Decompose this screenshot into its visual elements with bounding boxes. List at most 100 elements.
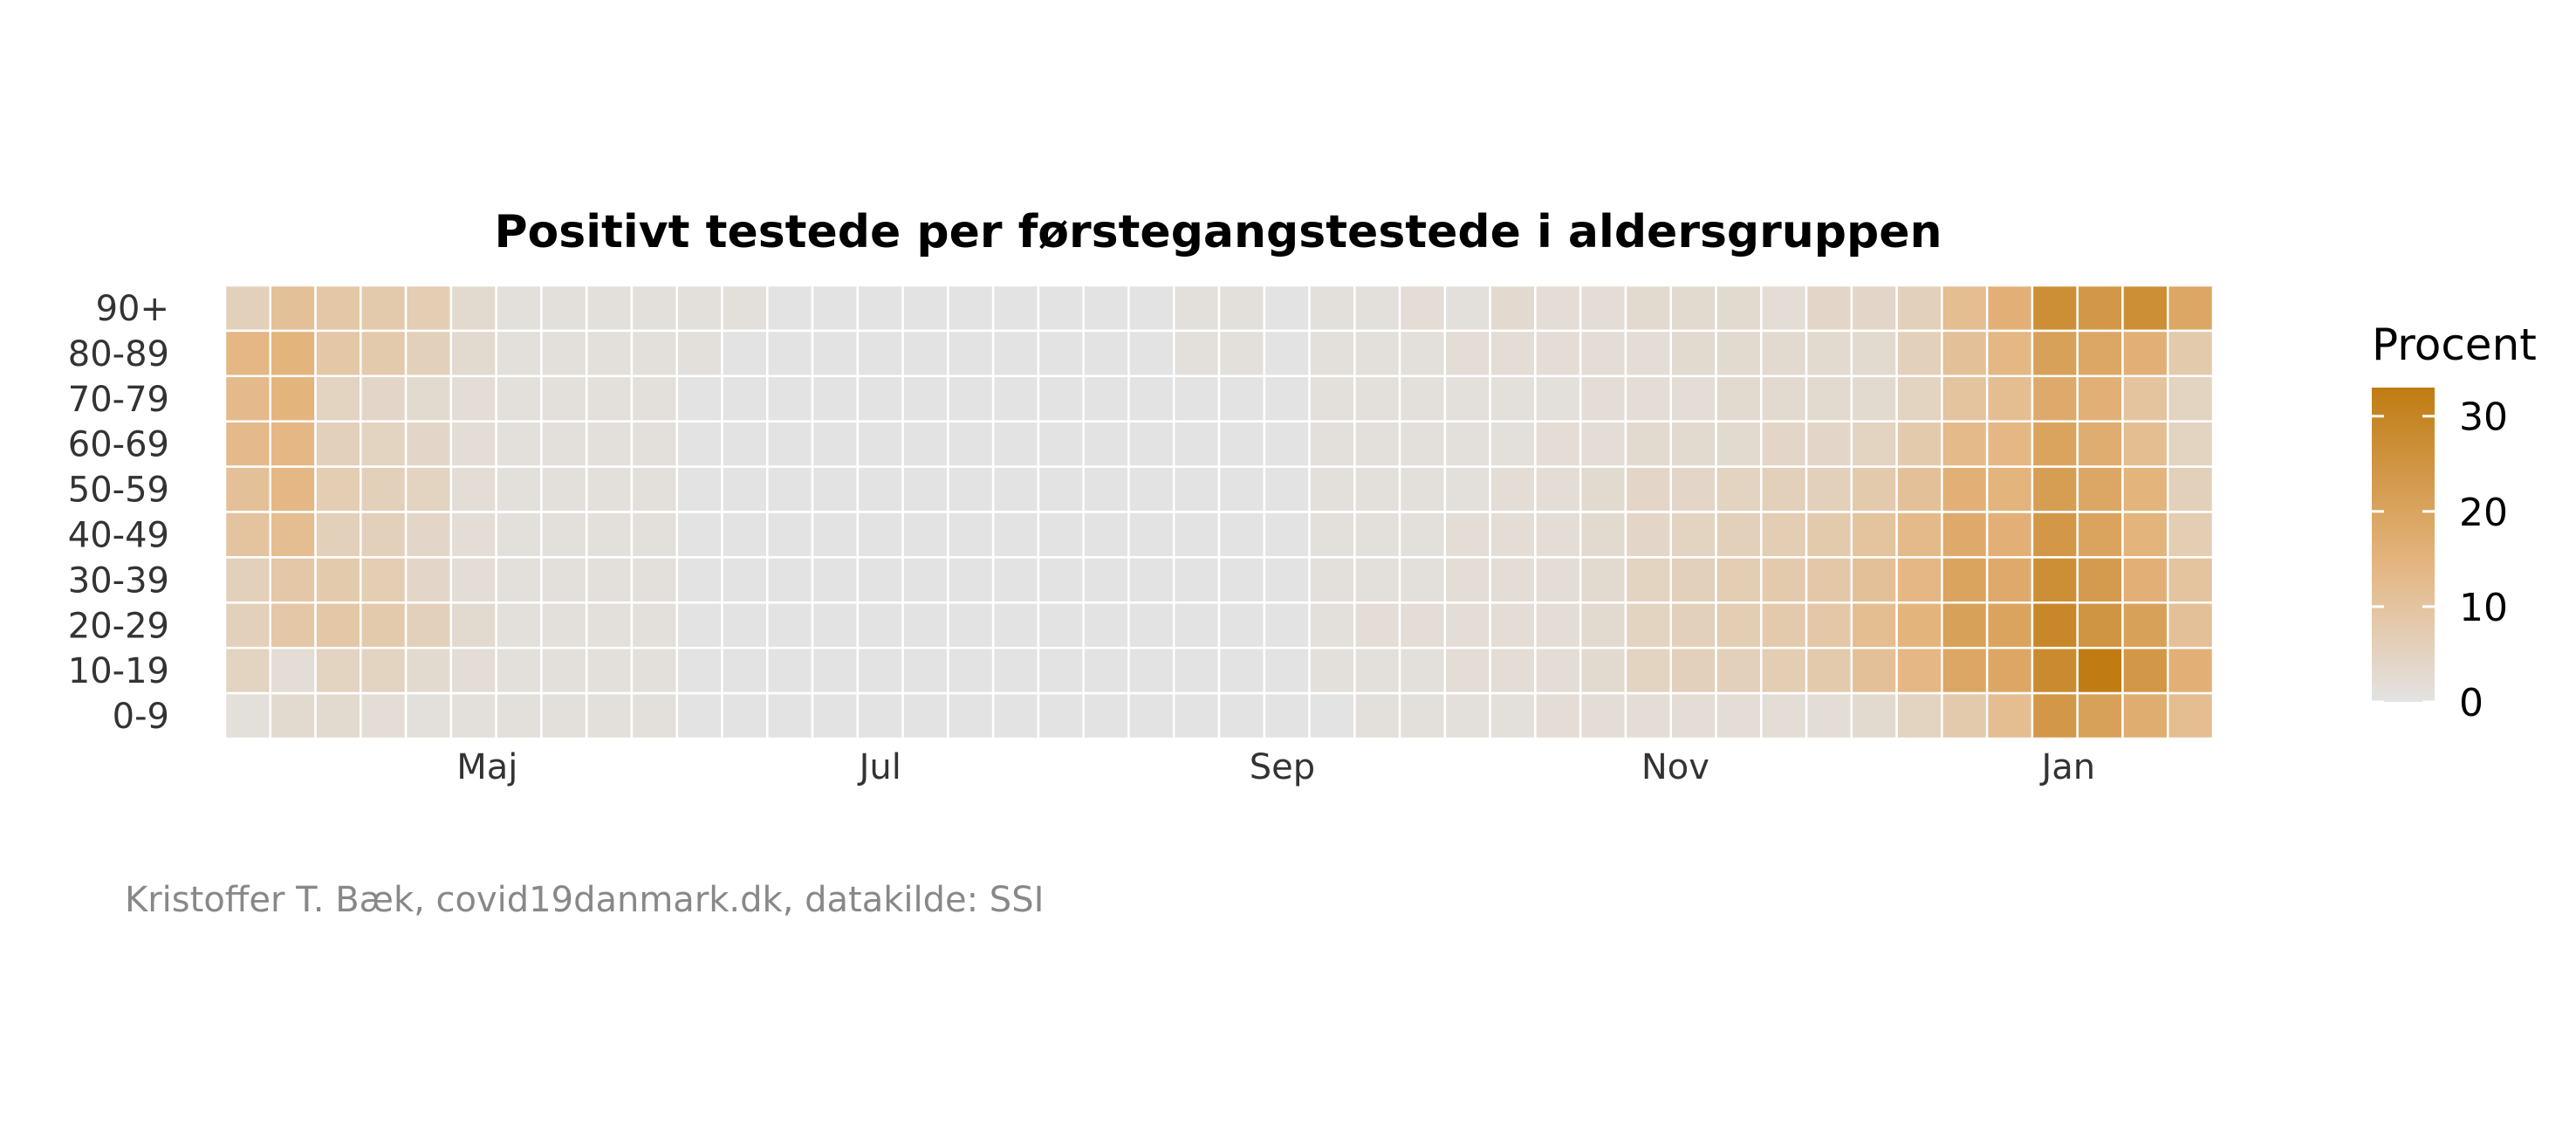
heatmap-cell	[223, 601, 272, 649]
heatmap-cell	[856, 375, 904, 423]
heatmap-cell	[2076, 284, 2124, 333]
heatmap-cell	[991, 375, 1040, 423]
heatmap-cell	[1037, 556, 1085, 604]
heatmap-cell	[1895, 375, 1943, 423]
heatmap-cell	[314, 329, 362, 378]
x-tick-label: Jul	[857, 747, 901, 787]
heatmap-cell	[1082, 646, 1130, 695]
heatmap-cell	[449, 284, 497, 333]
legend-tick-label: 10	[2459, 586, 2508, 630]
heatmap-cell	[2031, 465, 2079, 513]
heatmap-cell	[1760, 556, 1808, 604]
heatmap-cell	[1082, 465, 1130, 513]
heatmap-cell	[721, 329, 769, 378]
heatmap-cell	[1172, 691, 1221, 740]
heatmap-cell	[404, 375, 453, 423]
heatmap-cell	[2076, 556, 2124, 604]
heatmap-cell	[1308, 420, 1356, 468]
heatmap-cell	[1805, 465, 1853, 513]
heatmap-cell	[1172, 511, 1221, 559]
heatmap-cell	[721, 284, 769, 333]
heatmap-cell	[901, 465, 949, 513]
heatmap-cell	[2121, 646, 2169, 695]
heatmap-cell	[901, 420, 949, 468]
heatmap-cell	[991, 646, 1040, 695]
heatmap-cell	[811, 601, 860, 649]
heatmap-cell	[1805, 375, 1853, 423]
heatmap-cell	[856, 556, 904, 604]
heatmap-cell	[1579, 465, 1627, 513]
x-tick-label: Sep	[1250, 747, 1315, 787]
heatmap-cell	[1398, 284, 1447, 333]
heatmap-cell	[585, 646, 634, 695]
heatmap-cell	[269, 601, 317, 649]
heatmap-cell	[721, 691, 769, 740]
heatmap-cell	[1850, 465, 1898, 513]
heatmap-cell	[1760, 420, 1808, 468]
heatmap-cell	[1217, 465, 1266, 513]
heatmap-cell	[1353, 556, 1401, 604]
heatmap-cell	[1715, 691, 1763, 740]
heatmap-cell	[721, 511, 769, 559]
heatmap-cell	[901, 601, 949, 649]
heatmap-cell	[269, 375, 317, 423]
heatmap-cell	[360, 465, 408, 513]
heatmap-cell	[585, 511, 634, 559]
heatmap-cell	[1624, 329, 1672, 378]
legend-tick-label: 0	[2459, 681, 2484, 725]
heatmap-cell	[540, 284, 588, 333]
heatmap-cell	[856, 284, 904, 333]
heatmap-cell	[947, 465, 995, 513]
legend-ticks: 0 10 20 30	[2372, 395, 2508, 725]
heatmap-cell	[1353, 284, 1401, 333]
heatmap-cell	[1805, 691, 1853, 740]
heatmap-cell	[404, 556, 453, 604]
heatmap-cell	[766, 691, 814, 740]
heatmap-cell	[1263, 646, 1311, 695]
heatmap-cell	[1941, 556, 1989, 604]
heatmap-cell	[1217, 601, 1266, 649]
heatmap-cell	[2076, 465, 2124, 513]
heatmap-cell	[856, 601, 904, 649]
heatmap-cell	[1308, 511, 1356, 559]
heatmap-cells	[223, 284, 2215, 740]
heatmap-cell	[1579, 556, 1627, 604]
heatmap-cell	[360, 601, 408, 649]
heatmap-cell	[2076, 329, 2124, 378]
legend-tick-label: 30	[2459, 395, 2508, 440]
heatmap-cell	[1308, 284, 1356, 333]
heatmap-cell	[1217, 329, 1266, 378]
heatmap-cell	[1624, 465, 1672, 513]
heatmap-cell	[2076, 375, 2124, 423]
heatmap-cell	[404, 465, 453, 513]
heatmap-cell	[1127, 420, 1175, 468]
heatmap-cell	[1127, 375, 1175, 423]
heatmap-cell	[495, 465, 543, 513]
heatmap-cell	[856, 465, 904, 513]
heatmap-cell	[1353, 601, 1401, 649]
y-tick-label: 70-79	[68, 380, 169, 420]
heatmap-cell	[1398, 511, 1447, 559]
caption: Kristoffer T. Bæk, covid19danmark.dk, da…	[125, 880, 1044, 920]
heatmap-cell	[1669, 646, 1717, 695]
heatmap-cell	[675, 420, 723, 468]
heatmap-cell	[449, 601, 497, 649]
heatmap-cell	[1217, 284, 1266, 333]
heatmap-cell	[1805, 284, 1853, 333]
heatmap-cell	[901, 284, 949, 333]
heatmap-cell	[991, 284, 1040, 333]
heatmap-cell	[1489, 329, 1537, 378]
heatmap-cell	[947, 646, 995, 695]
heatmap-cell	[1489, 420, 1537, 468]
heatmap-cell	[1941, 420, 1989, 468]
heatmap-cell	[1985, 511, 2034, 559]
heatmap-cell	[947, 329, 995, 378]
heatmap-cell	[1443, 691, 1491, 740]
heatmap-cell	[1443, 511, 1491, 559]
heatmap-cell	[1624, 556, 1672, 604]
heatmap-cell	[2166, 420, 2215, 468]
y-tick-label: 60-69	[68, 425, 169, 465]
heatmap-cell	[1715, 465, 1763, 513]
heatmap-cell	[269, 691, 317, 740]
heatmap-cell	[1443, 329, 1491, 378]
